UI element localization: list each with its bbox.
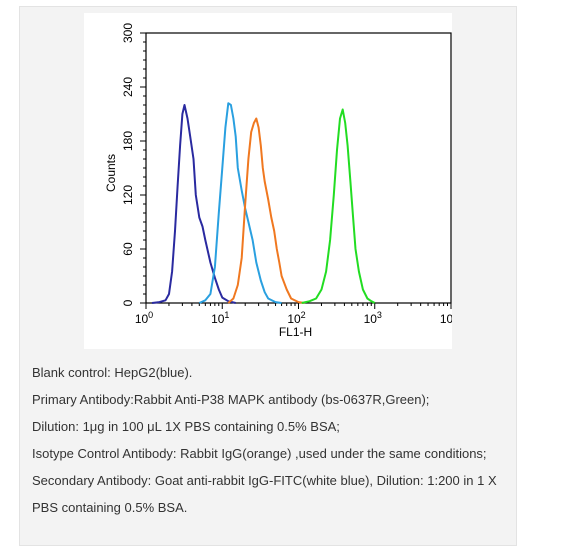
figure-caption: Blank control: HepG2(blue). Primary Anti…: [32, 359, 510, 521]
histogram-series-2: [227, 117, 305, 304]
x-tick-label: 100: [135, 310, 153, 326]
x-tick-label: 104: [440, 310, 452, 326]
x-tick-label: 101: [211, 310, 229, 326]
x-tick-label: 102: [287, 310, 305, 326]
y-tick-label: 240: [121, 77, 135, 97]
x-tick-label: 103: [364, 310, 382, 326]
y-axis-label: Counts: [104, 154, 118, 192]
caption-line-primary-antibody: Primary Antibody:Rabbit Anti-P38 MAPK an…: [32, 392, 430, 407]
y-tick-label: 300: [121, 23, 135, 43]
plot-panel: 100 101 102 103 104 0 60 120 180 240 300 FL1-H Count…: [84, 13, 452, 349]
caption-line-blank-control: Blank control: HepG2(blue).: [32, 365, 193, 380]
histogram-series-3: [301, 108, 376, 304]
histogram-series-0: [151, 104, 236, 304]
plot-frame: [145, 32, 452, 304]
y-tick-label: 120: [121, 185, 135, 205]
figure-card: 100 101 102 103 104 0 60 120 180 240 300 FL1-H Count…: [19, 6, 517, 546]
y-tick-label: 60: [121, 242, 135, 256]
x-axis-label: FL1-H: [279, 325, 312, 339]
caption-line-isotype-control: Isotype Control Antibody: Rabbit IgG(ora…: [32, 446, 487, 461]
flow-cytometry-histogram: 100 101 102 103 104 0 60 120 180 240 300 FL1-H Count…: [104, 23, 452, 339]
y-tick-label: 0: [121, 299, 135, 306]
caption-line-secondary-antibody: Secondary Antibody: Goat anti-rabbit IgG…: [32, 473, 497, 515]
histogram-series-1: [198, 102, 282, 304]
y-tick-label: 180: [121, 131, 135, 151]
caption-line-dilution: Dilution: 1μg in 100 μL 1X PBS containin…: [32, 419, 340, 434]
